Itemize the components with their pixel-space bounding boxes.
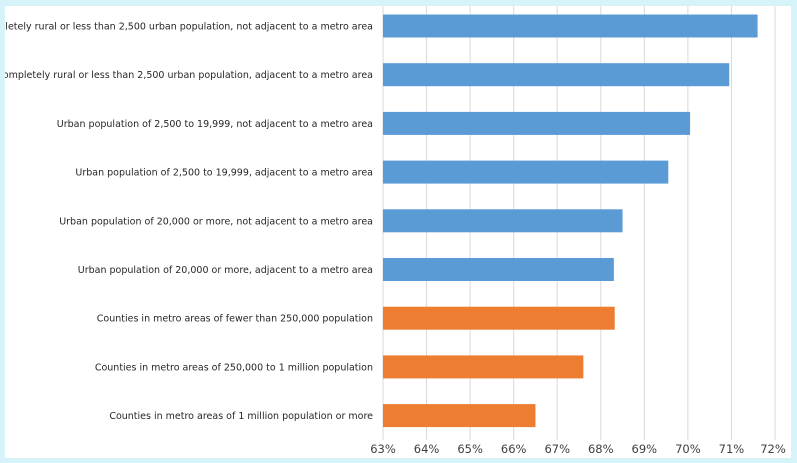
category-label-4: Urban population of 20,000 or more, not … — [59, 216, 373, 227]
bar-2 — [383, 111, 691, 135]
x-tick-label-2: 65% — [457, 442, 483, 456]
bars — [383, 14, 758, 428]
x-tick-label-6: 69% — [632, 442, 658, 456]
category-label-0: Completely rural or less than 2,500 urba… — [5, 22, 373, 33]
category-label-7: Counties in metro areas of 250,000 to 1 … — [95, 362, 373, 373]
bar-3 — [383, 160, 669, 184]
category-label-2: Urban population of 2,500 to 19,999, not… — [57, 119, 373, 130]
x-tick-label-1: 64% — [414, 442, 440, 456]
bar-8 — [383, 404, 536, 428]
bar-4 — [383, 209, 623, 233]
bar-1 — [383, 63, 730, 87]
category-label-3: Urban population of 2,500 to 19,999, adj… — [75, 168, 373, 179]
bar-5 — [383, 258, 614, 281]
x-tick-label-0: 63% — [370, 442, 396, 456]
category-labels: Completely rural or less than 2,500 urba… — [5, 22, 373, 423]
x-tick-label-3: 66% — [501, 442, 527, 456]
bar-chart: Completely rural or less than 2,500 urba… — [5, 6, 786, 456]
x-tick-label-7: 70% — [675, 442, 701, 456]
bar-0 — [383, 14, 758, 38]
x-tick-label-8: 71% — [719, 442, 745, 456]
category-label-1: Completely rural or less than 2,500 urba… — [5, 70, 373, 81]
bar-7 — [383, 355, 584, 379]
category-label-5: Urban population of 20,000 or more, adja… — [78, 265, 373, 276]
x-tick-label-9: 72% — [760, 442, 786, 456]
category-label-8: Counties in metro areas of 1 million pop… — [109, 411, 373, 422]
category-label-6: Counties in metro areas of fewer than 25… — [97, 314, 373, 325]
x-tick-labels: 63% 64% 65% 66% 67% 68% 69% 70% 71% 72% — [370, 442, 786, 456]
x-tick-label-5: 68% — [588, 442, 614, 456]
bar-6 — [383, 306, 615, 330]
x-tick-label-4: 67% — [544, 442, 570, 456]
chart-frame: Completely rural or less than 2,500 urba… — [5, 6, 791, 458]
